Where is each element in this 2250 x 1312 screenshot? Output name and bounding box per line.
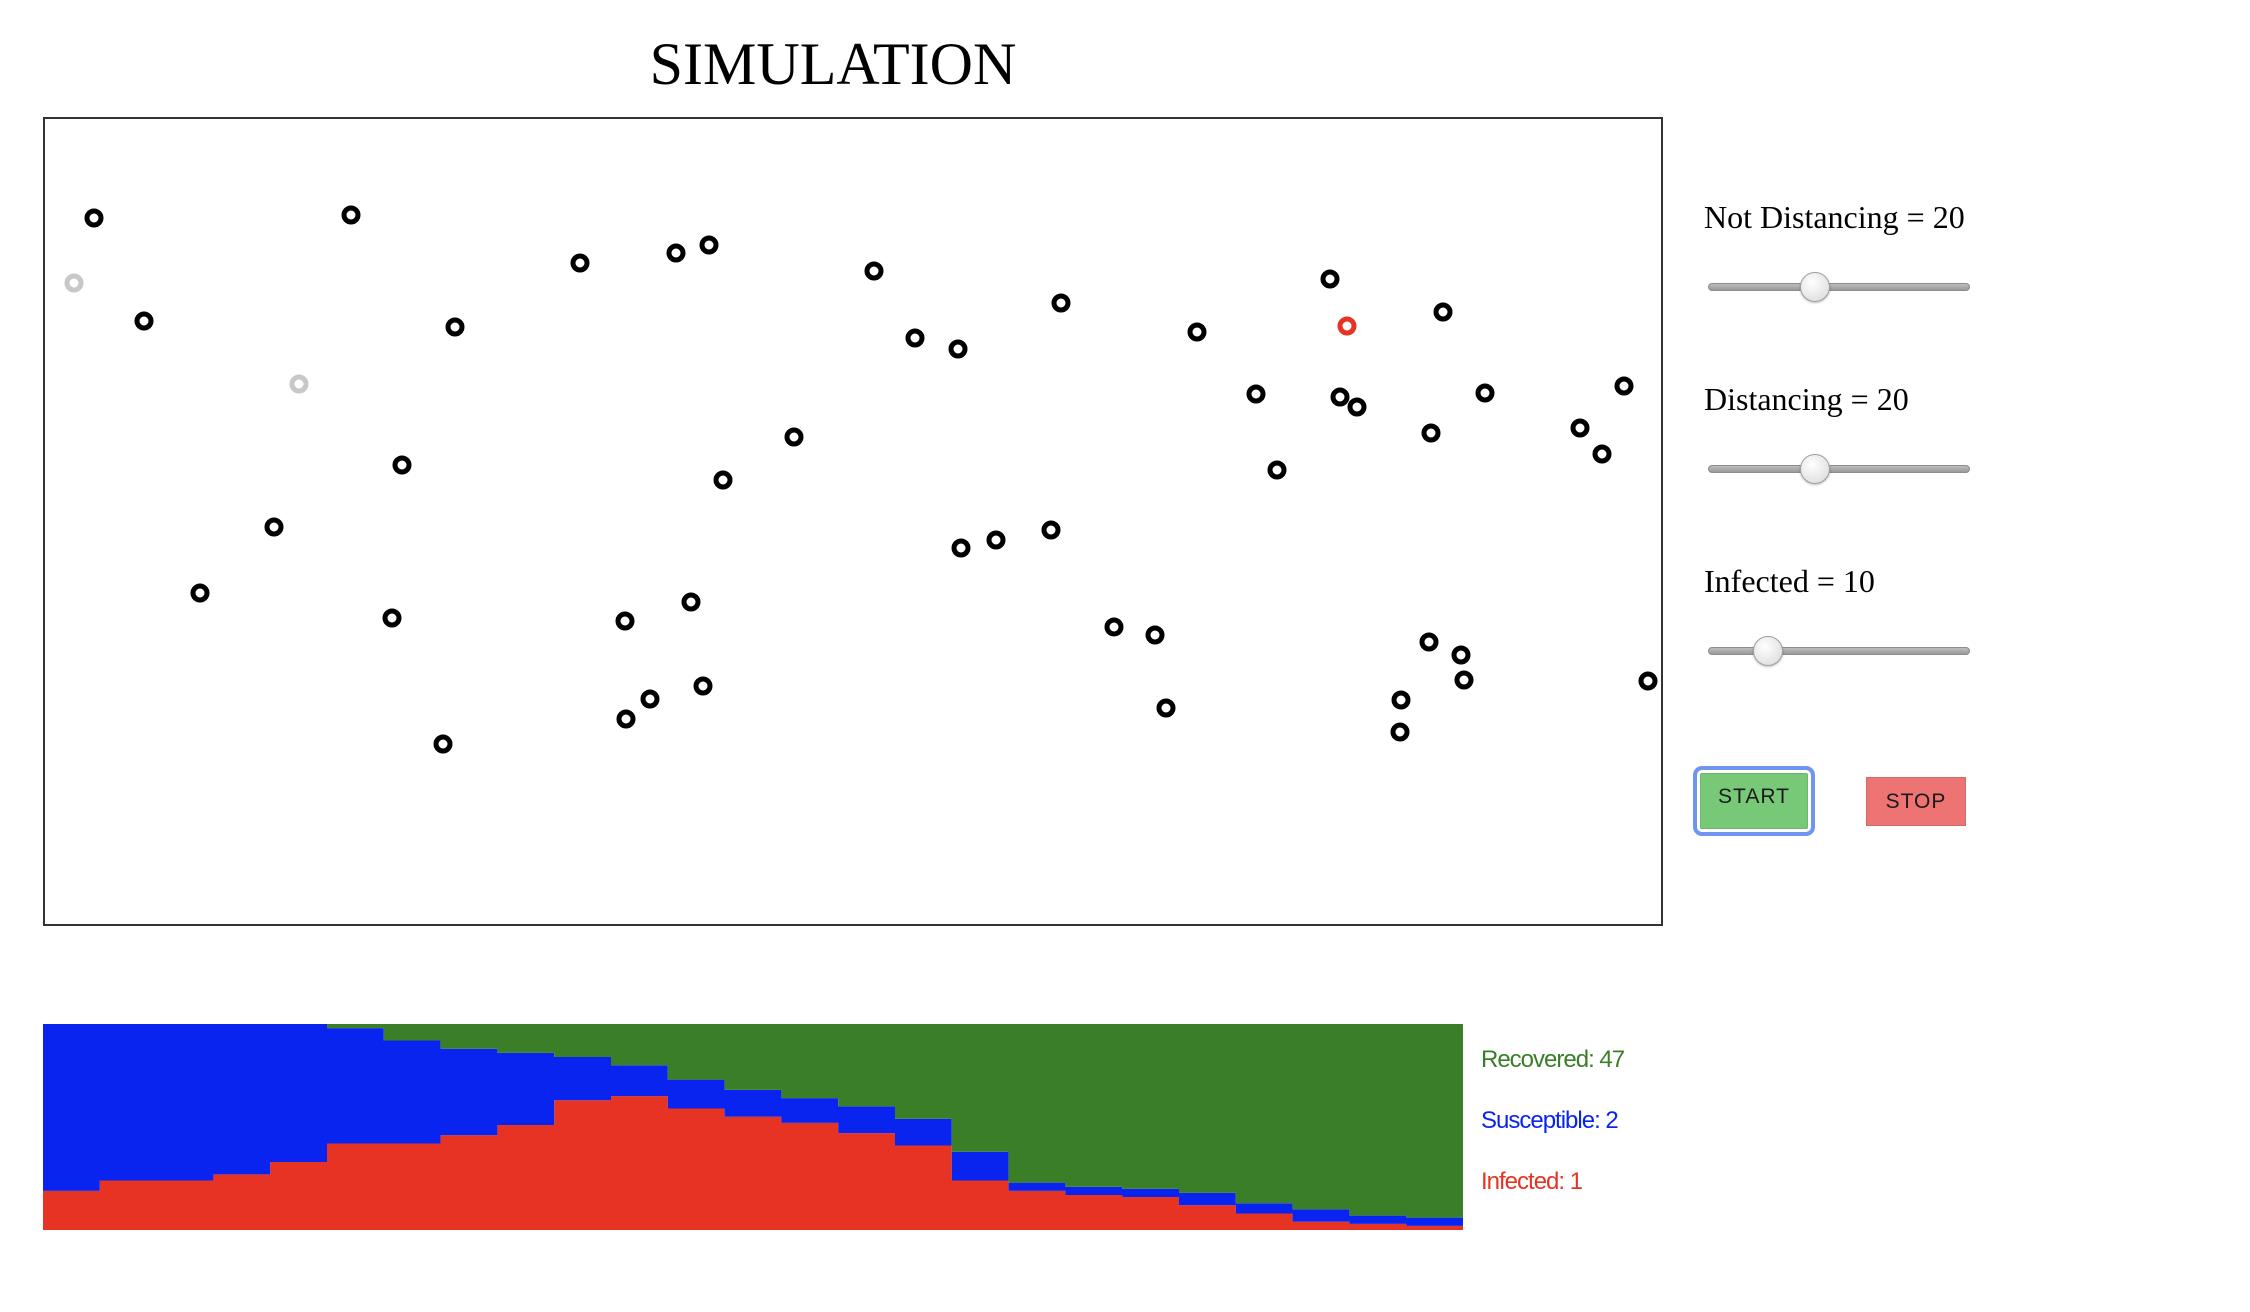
person-dot-susceptible (433, 734, 453, 754)
stop-button[interactable]: STOP (1866, 777, 1966, 826)
person-dot-susceptible (1246, 384, 1266, 404)
slider-track (1708, 647, 1970, 655)
person-dot-susceptible (784, 427, 804, 447)
person-dot-susceptible (640, 689, 660, 709)
area-recovered (43, 1024, 1463, 1218)
person-dot-susceptible (951, 538, 971, 558)
person-dot-susceptible (84, 208, 104, 228)
legend-susceptible: Susceptible: 2 (1481, 1107, 1619, 1134)
person-dot-susceptible (1104, 617, 1124, 637)
person-dot-susceptible (693, 676, 713, 696)
area-susceptible (43, 1024, 1463, 1226)
infected-slider[interactable] (1708, 634, 1970, 670)
person-dot-susceptible (1051, 293, 1071, 313)
person-dot-recovered (289, 374, 309, 394)
person-dot-susceptible (382, 608, 402, 628)
person-dot-susceptible (666, 243, 686, 263)
person-dot-susceptible (1419, 632, 1439, 652)
person-dot-susceptible (1475, 383, 1495, 403)
person-dot-susceptible (1454, 670, 1474, 690)
person-dot-susceptible (134, 311, 154, 331)
person-dot-susceptible (1433, 302, 1453, 322)
person-dot-susceptible (1187, 322, 1207, 342)
person-dot-susceptible (445, 317, 465, 337)
person-dot-susceptible (1451, 645, 1471, 665)
person-dot-susceptible (905, 328, 925, 348)
person-dot-susceptible (864, 261, 884, 281)
not-distancing-slider[interactable] (1708, 270, 1970, 306)
person-dot-susceptible (1041, 520, 1061, 540)
infected-label: Infected = 10 (1704, 563, 1875, 599)
slider-thumb[interactable] (1800, 272, 1831, 302)
person-dot-susceptible (1320, 269, 1340, 289)
person-dot-susceptible (986, 530, 1006, 550)
person-dot-susceptible (1592, 444, 1612, 464)
person-dot-susceptible (713, 470, 733, 490)
legend-infected: Infected: 1 (1481, 1168, 1583, 1195)
person-dot-susceptible (1267, 460, 1287, 480)
slider-thumb[interactable] (1800, 454, 1831, 484)
distancing-slider[interactable] (1708, 452, 1970, 488)
sir-stacked-area-chart (43, 1024, 1463, 1230)
person-dot-susceptible (1156, 698, 1176, 718)
person-dot-susceptible (1391, 690, 1411, 710)
person-dot-susceptible (1421, 423, 1441, 443)
not-distancing-label: Not Distancing = 20 (1704, 199, 1965, 235)
population-layer (64, 205, 1658, 754)
person-dot-susceptible (1330, 387, 1350, 407)
person-dot-susceptible (341, 205, 361, 225)
person-dot-susceptible (681, 592, 701, 612)
area-infected (43, 1096, 1463, 1230)
start-button[interactable]: START (1693, 766, 1815, 836)
person-dot-recovered (64, 273, 84, 293)
person-dot-susceptible (616, 709, 636, 729)
slider-thumb[interactable] (1753, 636, 1784, 666)
person-dot-susceptible (392, 455, 412, 475)
page-title: SIMULATION (649, 31, 1017, 97)
person-dot-susceptible (1145, 625, 1165, 645)
person-dot-susceptible (1614, 376, 1634, 396)
slider-track (1708, 283, 1970, 291)
person-dot-susceptible (190, 583, 210, 603)
person-dot-susceptible (615, 611, 635, 631)
person-dot-susceptible (1390, 722, 1410, 742)
slider-track (1708, 465, 1970, 473)
person-dot-susceptible (1570, 418, 1590, 438)
person-dot-susceptible (1347, 397, 1367, 417)
legend-recovered: Recovered: 47 (1481, 1046, 1625, 1073)
person-dot-susceptible (699, 235, 719, 255)
person-dot-susceptible (1638, 671, 1658, 691)
person-dot-infected (1337, 316, 1357, 336)
simulation-canvas (43, 117, 1663, 926)
person-dot-susceptible (948, 339, 968, 359)
person-dot-susceptible (264, 517, 284, 537)
distancing-label: Distancing = 20 (1704, 381, 1909, 417)
person-dot-susceptible (570, 253, 590, 273)
